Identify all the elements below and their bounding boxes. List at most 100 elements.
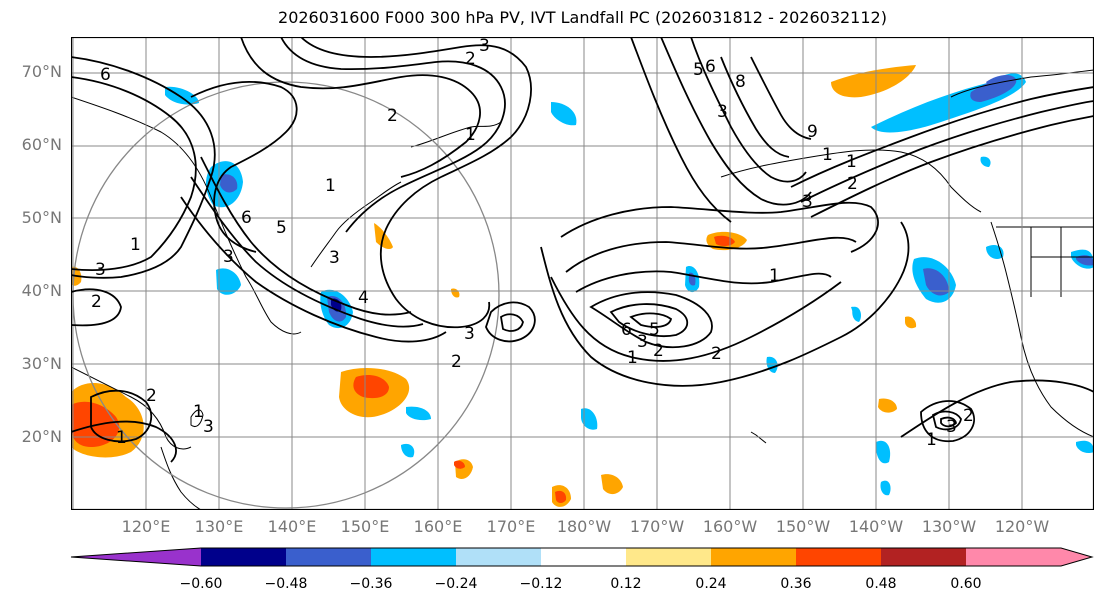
contour-line [565, 236, 857, 273]
colorbar-segment-white [541, 548, 626, 566]
contour-line [690, 37, 807, 183]
negative-anomaly-patch [1076, 255, 1094, 266]
contour-line [71, 288, 122, 327]
contour-line [300, 37, 532, 329]
contour-line [71, 420, 177, 463]
lon-label-180w: 180°W [556, 517, 612, 536]
contour-label: 2 [387, 106, 398, 126]
contour-label: 1 [325, 176, 336, 196]
contour-label: 1 [926, 430, 937, 450]
contour-label: 2 [711, 344, 722, 364]
alaska-coast [720, 149, 982, 213]
contour-line [629, 312, 673, 328]
contour-label: 3 [464, 324, 475, 344]
lat-label-40n: 40°N [21, 281, 62, 300]
colorbar-tick-label: 0.36 [780, 576, 812, 592]
lon-label-130e: 130°E [194, 517, 244, 536]
colorbar-segment-orange [711, 548, 796, 566]
contour-line [720, 56, 790, 158]
negative-anomaly-patch [216, 268, 241, 295]
negative-anomaly-patch [1076, 440, 1094, 454]
lat-label-70n: 70°N [21, 62, 62, 81]
negative-anomaly-patch [923, 268, 949, 296]
contour-line [560, 201, 879, 253]
contour-label: 1 [822, 145, 833, 165]
colorbar-tick-label: 0.24 [695, 576, 727, 592]
us-states [1030, 227, 1094, 297]
contour-label: 1 [116, 428, 127, 448]
negative-anomaly-patch [986, 75, 1016, 88]
negative-anomaly-patch [401, 443, 415, 458]
landfall-region-circle [72, 81, 500, 509]
positive-anomaly-patch [878, 398, 897, 413]
colorbar-tick-label: −0.24 [434, 576, 478, 592]
contour-line [190, 80, 298, 253]
negative-anomaly-patch [766, 356, 778, 373]
contour-line [540, 221, 910, 387]
kamchatka-coast [410, 121, 502, 148]
negative-anomaly-patch [880, 480, 891, 496]
contour-line [71, 56, 216, 279]
contour-label: 5 [693, 60, 704, 80]
colorbar-tick-label: 0.12 [610, 576, 642, 592]
contour-label: 8 [735, 72, 746, 92]
colorbar-tick-label: −0.60 [179, 576, 223, 592]
contour-label: 6 [705, 57, 716, 77]
lon-label-120e: 120°E [121, 517, 171, 536]
contour-label: 3 [637, 332, 648, 352]
pv-contours [71, 37, 1094, 463]
contour-label: 3 [329, 248, 340, 268]
colorbar-segment-lightyellow [626, 548, 711, 566]
colorbar-segment-pink [966, 548, 1092, 566]
contour-line [280, 37, 506, 233]
contour-label: 5 [649, 320, 660, 340]
negative-anomaly-patch [851, 306, 858, 319]
lon-label-130w: 130°W [921, 517, 977, 536]
contour-line [940, 416, 957, 428]
japan-coast [310, 181, 402, 268]
contour-label: 2 [91, 292, 102, 312]
colorbar-tick-label: −0.48 [264, 576, 308, 592]
contour-label: 1 [130, 235, 141, 255]
negative-anomaly-patch [875, 440, 891, 464]
map-canvas: 3 2 6 2 1 2 3 5 6 3 1 4 3 2 2 1 3 1 5 6 … [71, 37, 1094, 510]
lat-label-60n: 60°N [21, 135, 62, 154]
contour-label: 6 [241, 208, 252, 228]
positive-anomaly-patch [831, 65, 916, 98]
contour-line [589, 291, 713, 349]
positive-anomaly-patch [451, 288, 460, 298]
contour-label: 1 [627, 348, 638, 368]
positive-anomaly-patch [905, 316, 917, 329]
taiwan-coast [190, 409, 204, 428]
contour-line [575, 270, 832, 293]
lon-label-170e: 170°E [486, 517, 536, 536]
negative-anomaly-patch [551, 102, 577, 126]
negative-anomaly-patch [406, 406, 431, 421]
graticule [71, 37, 1094, 510]
positive-anomaly-patch [601, 474, 623, 495]
contour-line [790, 86, 1094, 188]
contour-line [800, 100, 1094, 203]
negative-anomaly-patch [581, 408, 598, 430]
map-frame [71, 37, 1094, 510]
contour-line [609, 303, 689, 337]
contour-label: 3 [946, 417, 957, 437]
canada-coast [950, 69, 1094, 98]
contour-line [810, 115, 1094, 218]
positive-anomaly-patch [353, 375, 389, 399]
lat-label-30n: 30°N [21, 354, 62, 373]
contour-label: 9 [807, 122, 818, 142]
colorbar-segment-deepskyblue [371, 548, 456, 566]
colorbar-segment-royalblue [286, 548, 371, 566]
contour-line [190, 176, 424, 328]
contour-line [550, 276, 842, 362]
chart-title: 2026031600 F000 300 hPa PV, IVT Landfall… [278, 8, 887, 27]
colorbar [70, 547, 1094, 567]
contour-line [500, 313, 524, 332]
contour-line [920, 400, 975, 443]
contour-line [240, 37, 481, 178]
contour-label: 3 [479, 37, 490, 56]
contour-line [660, 37, 812, 206]
contour-label: 1 [193, 402, 204, 422]
contour-line [71, 76, 197, 271]
